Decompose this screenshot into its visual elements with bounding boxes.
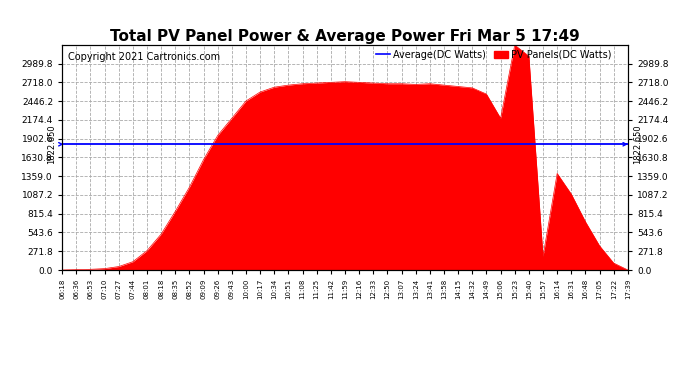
Title: Total PV Panel Power & Average Power Fri Mar 5 17:49: Total PV Panel Power & Average Power Fri… bbox=[110, 29, 580, 44]
Legend: Average(DC Watts), PV Panels(DC Watts): Average(DC Watts), PV Panels(DC Watts) bbox=[375, 50, 612, 60]
Text: 1822.650: 1822.650 bbox=[633, 124, 642, 164]
Text: 1822.650: 1822.650 bbox=[48, 124, 57, 164]
Text: Copyright 2021 Cartronics.com: Copyright 2021 Cartronics.com bbox=[68, 52, 220, 62]
